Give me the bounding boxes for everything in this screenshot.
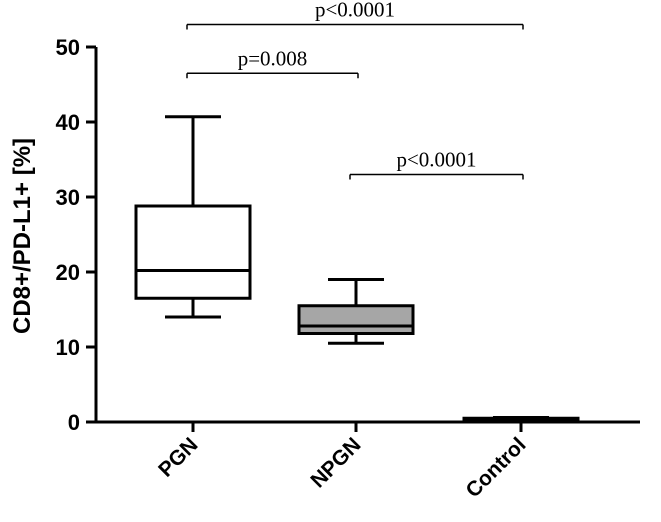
x-tick-label: NPGN [306, 433, 365, 492]
box-series [134, 115, 580, 422]
p-value-label: p<0.0001 [396, 148, 476, 172]
x-tick-label: Control [461, 433, 530, 502]
p-value-label: p=0.008 [238, 46, 308, 70]
y-tick-label: 30 [56, 185, 80, 210]
iqr-box [134, 204, 252, 300]
significance-brackets: p<0.0001 p=0.008 p<0.0001 [186, 0, 524, 180]
x-tick-label: PGN [154, 433, 202, 481]
iqr-box [297, 304, 415, 335]
box-control [462, 416, 580, 422]
significance-pgn-npgn: p=0.008 [186, 46, 359, 79]
y-tick-label: 50 [56, 35, 80, 60]
y-tick-label: 0 [68, 410, 80, 435]
y-axis-label: CD8+/PD-L1+ [%] [9, 138, 36, 334]
significance-npgn-control: p<0.0001 [349, 148, 524, 180]
x-axis: PGN NPGN Control [96, 420, 640, 502]
box-npgn [297, 278, 415, 345]
y-tick-label: 20 [56, 260, 80, 285]
y-tick-label: 40 [56, 110, 80, 135]
significance-pgn-control: p<0.0001 [186, 0, 524, 30]
y-axis: 0 10 20 30 40 50 [56, 35, 98, 435]
y-tick-label: 10 [56, 335, 80, 360]
box-pgn [134, 115, 252, 319]
p-value-label: p<0.0001 [315, 0, 395, 22]
